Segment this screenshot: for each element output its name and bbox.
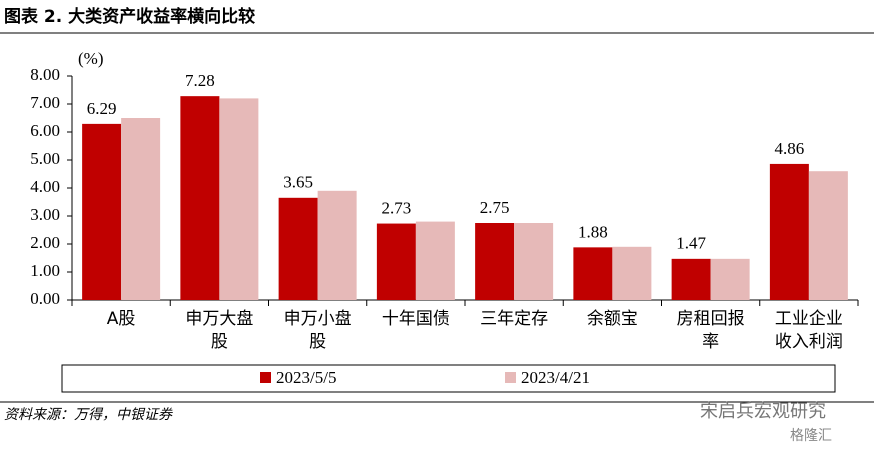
- y-tick-label: 3.00: [30, 205, 60, 224]
- y-tick-label: 5.00: [30, 149, 60, 168]
- legend-label: 2023/4/21: [521, 368, 590, 387]
- y-unit: (%): [78, 49, 103, 68]
- value-label: 1.88: [578, 222, 608, 241]
- x-tick-label: 工业企业收入利润: [774, 309, 843, 352]
- y-tick-label: 7.00: [30, 93, 60, 112]
- bar: [710, 258, 750, 300]
- y-tick-label: 1.00: [30, 261, 60, 280]
- bar: [121, 118, 161, 300]
- value-label: 2.75: [480, 198, 510, 217]
- value-label: 4.86: [775, 139, 805, 158]
- bar: [475, 223, 515, 300]
- x-tick-label: 三年定存: [480, 309, 549, 329]
- bar: [415, 221, 455, 300]
- bar: [671, 258, 711, 300]
- x-tick-label: 余额宝: [586, 309, 638, 329]
- bar: [769, 163, 809, 300]
- bar: [514, 223, 554, 300]
- bar: [219, 98, 259, 301]
- legend-box: [61, 364, 836, 393]
- y-tick-label: 6.00: [30, 121, 60, 140]
- x-tick-label: A股: [106, 309, 136, 329]
- legend-label: 2023/5/5: [276, 368, 336, 387]
- chart-title: 图表 2. 大类资产收益率横向比较: [4, 6, 255, 27]
- bar: [573, 247, 613, 300]
- bar: [612, 246, 652, 300]
- x-tick-label: 十年国债: [381, 309, 450, 329]
- y-tick-label: 8.00: [30, 65, 60, 84]
- legend-swatch: [505, 372, 516, 383]
- x-tick-label: 房租回报率: [676, 309, 745, 352]
- source: 资料来源：万得，中银证券: [4, 407, 173, 423]
- value-label: 3.65: [283, 173, 313, 192]
- legend-swatch: [260, 372, 271, 383]
- value-label: 7.28: [185, 71, 215, 90]
- bar: [808, 171, 848, 300]
- y-tick-label: 4.00: [30, 177, 60, 196]
- bar: [317, 190, 357, 300]
- bar: [376, 223, 416, 300]
- bar: [82, 123, 122, 300]
- watermark: 宋启兵宏观研究: [700, 401, 826, 422]
- x-tick-label: 申万小盘股: [283, 309, 352, 352]
- bar: [278, 197, 318, 300]
- value-label: 1.47: [676, 234, 706, 253]
- bar: [180, 96, 220, 300]
- y-tick-label: 2.00: [30, 233, 60, 252]
- watermark-2: 格隆汇: [790, 428, 832, 444]
- value-label: 6.29: [87, 99, 117, 118]
- x-tick-label: 申万大盘股: [185, 309, 254, 352]
- y-tick-label: 0.00: [30, 289, 60, 308]
- value-label: 2.73: [382, 198, 412, 217]
